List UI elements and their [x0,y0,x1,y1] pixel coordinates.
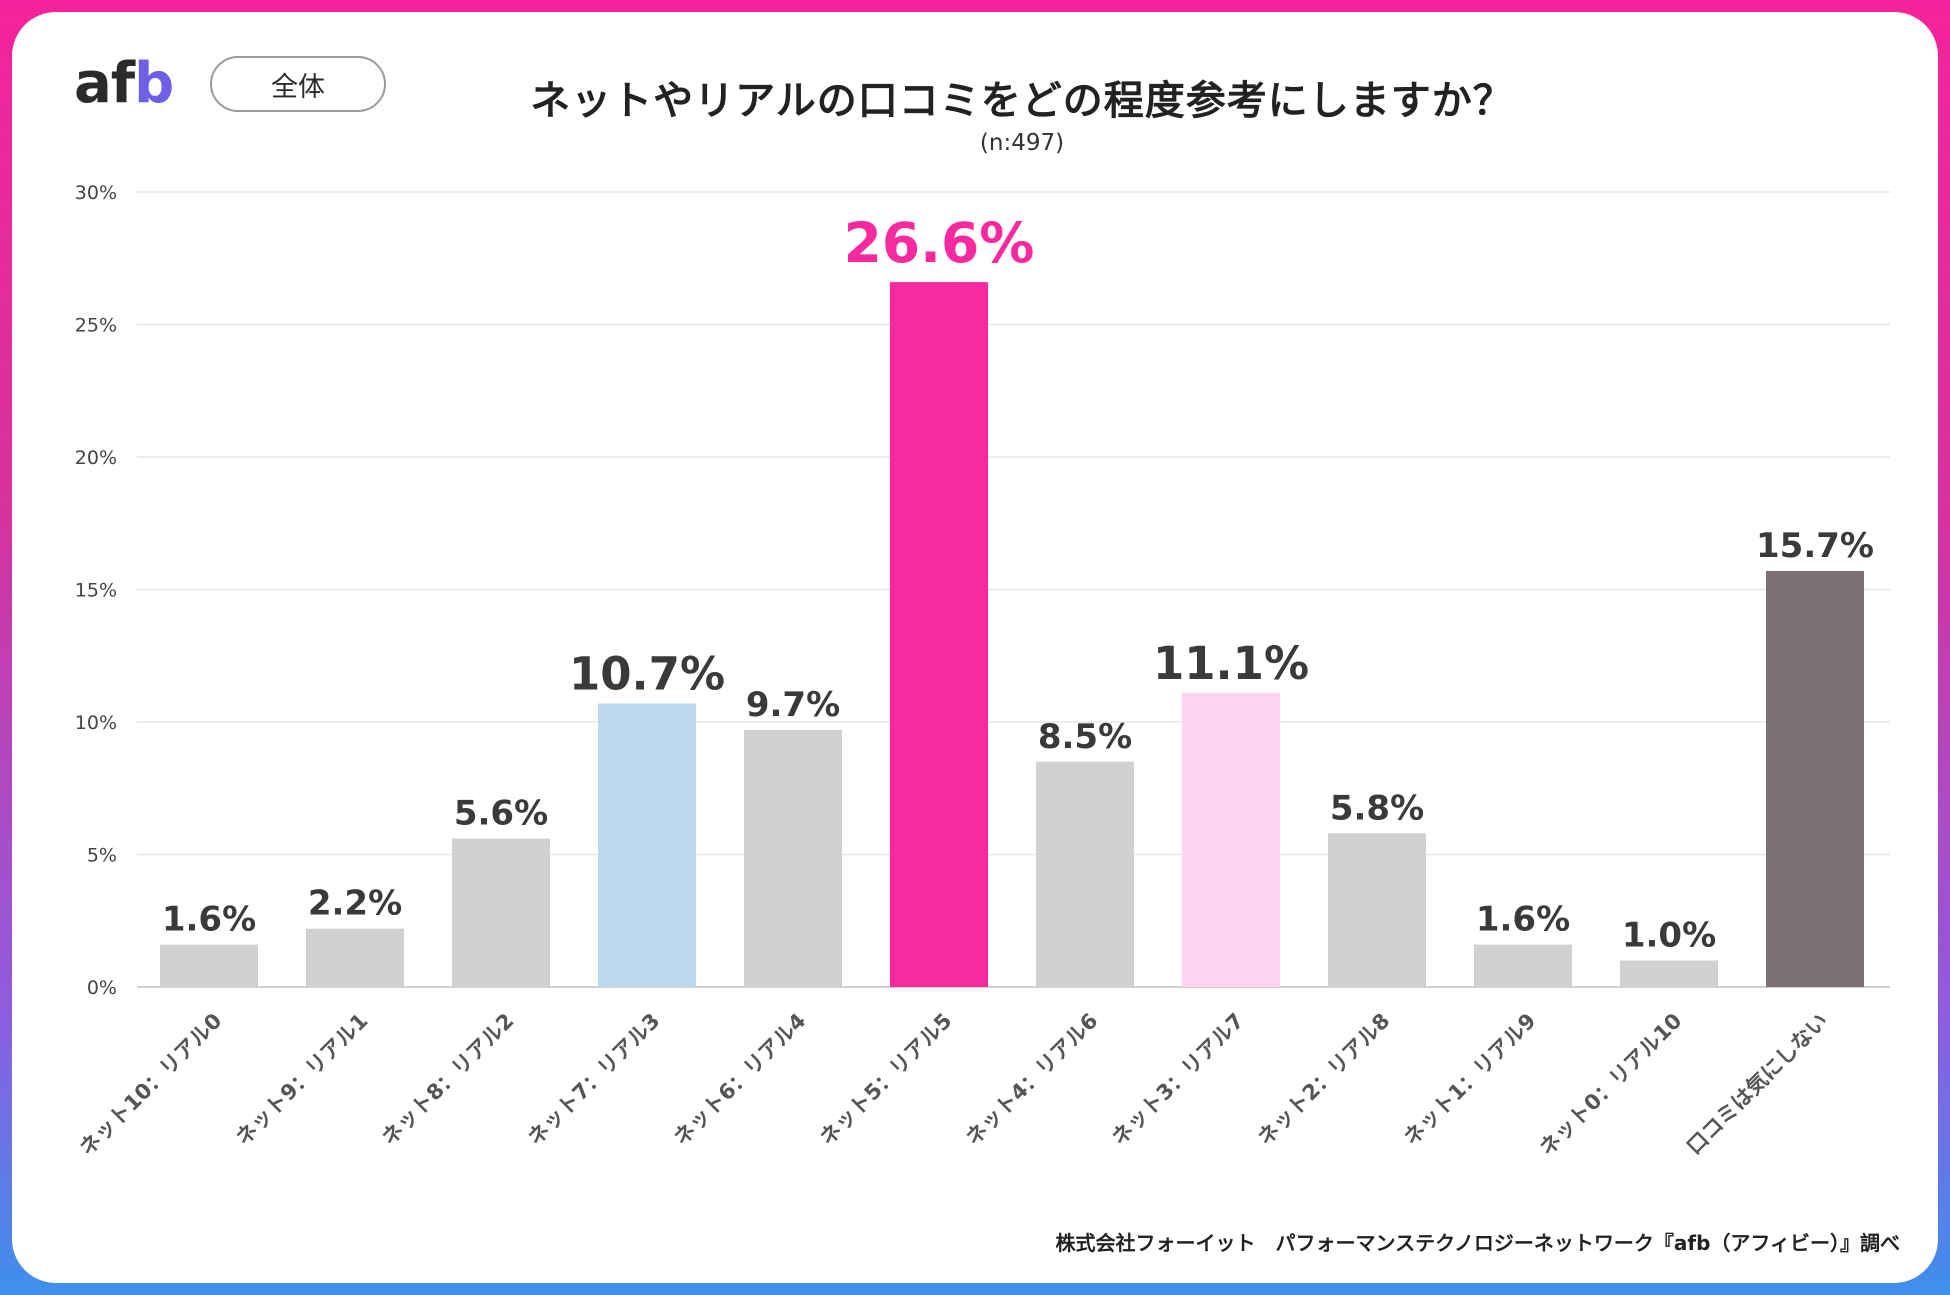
chart-title: ネットやリアルの口コミをどの程度参考にしますか？ [530,78,1514,124]
y-tick-label: 15% [75,580,117,602]
x-tick-label: ネット6：リアル4 [669,1009,810,1150]
bar [1036,761,1134,987]
x-axis-labels: ネット10：リアル0 ネット9：リアル1 ネット8：リアル2 ネット7：リアル3 ネット… [75,1009,1833,1161]
bar-value-label: 15.7% [1756,526,1874,566]
x-tick-label: ネット7：リアル3 [523,1009,664,1150]
bar-value-label: 8.5% [1038,717,1132,757]
bars [160,282,1864,988]
bar-chart: 0% 5% 10% 15% 20% 25% 30% 1.6% 2.2% 5.6% 10.7% 9.7… [75,182,1890,1161]
y-tick-label: 0% [87,977,117,999]
x-tick-label: ネット0：リアル10 [1535,1009,1687,1161]
x-tick-label: 口コミは気にしない [1682,1009,1833,1160]
bar-value-label: 26.6% [844,211,1035,275]
bar-value-label: 10.7% [569,647,725,700]
bar-value-label: 9.7% [746,685,840,725]
x-tick-label: ネット2：リアル8 [1253,1009,1394,1150]
y-tick-label: 20% [75,447,117,469]
afb-logo: afb [74,51,174,116]
bar [160,944,258,987]
bar [1328,833,1426,987]
x-tick-label: ネット3：リアル7 [1107,1009,1248,1150]
y-tick-label: 5% [87,845,117,867]
source-note: 株式会社フォーイット パフォーマンステクノロジーネットワーク『afb（アフィビー… [1055,1231,1900,1255]
bar-value-label: 1.6% [162,900,256,940]
value-labels: 1.6% 2.2% 5.6% 10.7% 9.7% 26.6% 8.5% 11.1% 5.8% 1… [162,211,1874,955]
bar [1620,960,1718,987]
bar [452,838,550,987]
bar-value-label: 5.6% [454,794,548,834]
x-tick-label: ネット9：リアル1 [231,1009,372,1150]
bar [890,282,988,988]
bar-value-label: 2.2% [308,884,402,924]
y-tick-label: 10% [75,712,117,734]
bar-value-label: 11.1% [1153,637,1309,690]
gridlines [137,191,1890,988]
bar-value-label: 5.8% [1330,788,1424,828]
bar-value-label: 1.6% [1476,900,1570,940]
y-tick-label: 30% [75,182,117,204]
y-tick-label: 25% [75,315,117,337]
x-tick-label: ネット5：リアル5 [815,1009,956,1150]
bar [1182,692,1280,987]
x-tick-label: ネット1：リアル9 [1399,1009,1540,1150]
scope-pill[interactable]: 全体 [210,56,386,112]
y-axis-ticks: 0% 5% 10% 15% 20% 25% 30% [75,182,117,999]
bar [306,928,404,987]
bar [1474,944,1572,987]
x-tick-label: ネット4：リアル6 [961,1009,1102,1150]
bar [1766,570,1864,987]
chart-subtitle: (n:497) [979,130,1065,156]
chart-card: afb 全体 ネットやリアルの口コミをどの程度参考にしますか？ (n:497) … [12,12,1938,1283]
x-tick-label: ネット10：リアル0 [75,1009,227,1161]
bar [598,703,696,987]
bar-value-label: 1.0% [1622,916,1716,956]
bar [744,729,842,987]
x-tick-label: ネット8：リアル2 [377,1009,518,1150]
